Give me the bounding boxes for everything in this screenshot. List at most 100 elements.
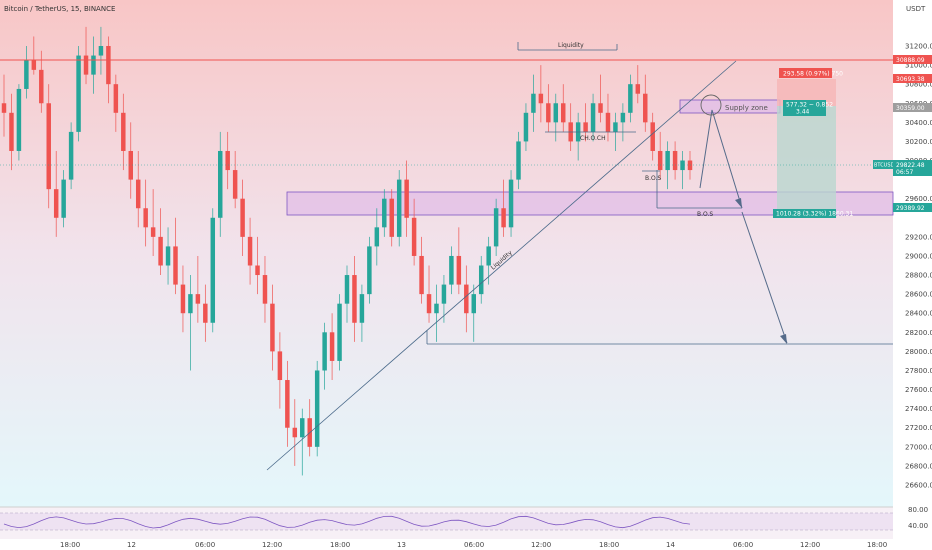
candle-body[interactable]	[76, 55, 81, 132]
candle-body[interactable]	[322, 332, 327, 371]
candle-body[interactable]	[210, 217, 216, 323]
projection-path[interactable]	[699, 109, 743, 209]
candle-body[interactable]	[329, 332, 335, 361]
candle-body[interactable]	[456, 255, 462, 285]
candle-body[interactable]	[143, 208, 148, 228]
candle-body[interactable]	[419, 255, 424, 295]
candle-body[interactable]	[367, 246, 372, 295]
candle-body[interactable]	[471, 294, 476, 314]
candle-body[interactable]	[434, 303, 439, 314]
candle-body[interactable]	[605, 112, 611, 132]
candle-body[interactable]	[225, 150, 230, 171]
candle-body[interactable]	[314, 370, 320, 447]
candle-body[interactable]	[91, 55, 96, 75]
candle-body[interactable]	[247, 236, 253, 266]
candle-body[interactable]	[53, 189, 59, 218]
candle-body[interactable]	[553, 103, 559, 123]
candle-body[interactable]	[285, 380, 290, 428]
candle-body[interactable]	[173, 246, 178, 285]
x-tick-label: 18:00	[330, 541, 350, 549]
candle-body[interactable]	[195, 294, 201, 304]
candle-body[interactable]	[1, 103, 7, 113]
candle-body[interactable]	[277, 351, 283, 381]
candle-body[interactable]	[620, 112, 626, 123]
candle-body[interactable]	[561, 103, 566, 123]
candle-body[interactable]	[180, 284, 186, 314]
candle-body[interactable]	[135, 179, 141, 209]
candle-body[interactable]	[9, 112, 14, 151]
candle-body[interactable]	[39, 69, 44, 104]
candle-body[interactable]	[478, 265, 484, 295]
candle-body[interactable]	[31, 60, 37, 70]
y-tick-label: 27000.00	[905, 443, 932, 451]
candle-body[interactable]	[404, 179, 409, 218]
candle-body[interactable]	[300, 418, 305, 438]
candle-body[interactable]	[486, 246, 491, 266]
reward-area[interactable]	[777, 106, 836, 210]
candle-body[interactable]	[396, 179, 402, 237]
candle-body[interactable]	[516, 141, 521, 180]
candle-body[interactable]	[449, 255, 454, 285]
candle-body[interactable]	[150, 227, 156, 237]
candle-body[interactable]	[590, 103, 596, 132]
candle-body[interactable]	[128, 150, 133, 180]
candle-body[interactable]	[337, 303, 342, 361]
candle-body[interactable]	[292, 427, 298, 438]
candle-body[interactable]	[98, 46, 104, 56]
candle-body[interactable]	[426, 294, 432, 314]
candle-body[interactable]	[262, 275, 268, 304]
candle-body[interactable]	[493, 208, 499, 247]
candle-body[interactable]	[672, 150, 678, 171]
candle-body[interactable]	[523, 112, 529, 142]
x-tick-label: 12:00	[800, 541, 820, 549]
candle-body[interactable]	[665, 150, 670, 171]
candle-body[interactable]	[687, 160, 693, 171]
projection-arrow-1	[735, 198, 742, 208]
candle-body[interactable]	[232, 170, 238, 199]
candle-body[interactable]	[61, 179, 66, 218]
candle-body[interactable]	[113, 84, 119, 113]
candle-body[interactable]	[613, 122, 618, 132]
candle-body[interactable]	[270, 303, 275, 352]
candle-body[interactable]	[203, 303, 208, 323]
candle-body[interactable]	[240, 198, 245, 237]
candle-body[interactable]	[598, 103, 603, 113]
candle-body[interactable]	[531, 93, 536, 113]
candle-body[interactable]	[680, 160, 685, 171]
candle-body[interactable]	[411, 217, 417, 256]
candle-body[interactable]	[352, 275, 357, 323]
candle-body[interactable]	[546, 103, 551, 123]
candle-body[interactable]	[464, 284, 469, 314]
candle-body[interactable]	[359, 294, 365, 323]
candle-body[interactable]	[389, 198, 394, 237]
candle-body[interactable]	[68, 131, 74, 180]
candle-body[interactable]	[501, 208, 506, 228]
y-tick-label: 31000.00	[905, 62, 932, 70]
candle-body[interactable]	[158, 236, 163, 266]
projection-path-2[interactable]	[741, 211, 788, 344]
candle-body[interactable]	[635, 84, 641, 94]
candle-body[interactable]	[382, 198, 387, 228]
candle-body[interactable]	[255, 265, 260, 276]
candle-body[interactable]	[643, 93, 648, 123]
candle-body[interactable]	[583, 122, 588, 132]
candle-body[interactable]	[121, 112, 126, 151]
candle-body[interactable]	[657, 150, 663, 171]
candle-body[interactable]	[508, 179, 514, 228]
candle-body[interactable]	[106, 46, 111, 85]
candle-body[interactable]	[16, 88, 22, 151]
candle-body[interactable]	[538, 93, 544, 104]
candle-body[interactable]	[46, 103, 51, 190]
candle-body[interactable]	[628, 84, 633, 113]
trend-liquidity-line[interactable]	[266, 60, 737, 471]
candle-body[interactable]	[188, 294, 193, 314]
candle-body[interactable]	[218, 150, 223, 218]
candle-body[interactable]	[344, 275, 350, 304]
candle-body[interactable]	[374, 227, 380, 247]
candle-body[interactable]	[441, 284, 447, 304]
candle-body[interactable]	[83, 55, 89, 75]
candle-body[interactable]	[165, 246, 171, 266]
candle-body[interactable]	[24, 60, 29, 89]
candle-body[interactable]	[650, 122, 655, 151]
